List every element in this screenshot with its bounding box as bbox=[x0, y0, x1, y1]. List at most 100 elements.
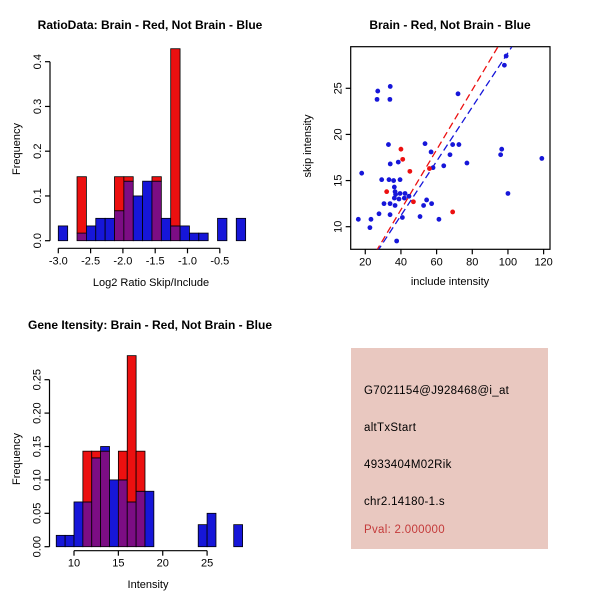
y-tick-label: 0.2 bbox=[32, 144, 44, 159]
y-tick-label: 0.05 bbox=[32, 503, 44, 524]
ratio-histogram-xlabel: Log2 Ratio Skip/Include bbox=[92, 277, 210, 289]
scatter-content bbox=[355, 46, 545, 250]
x-tick-label: 15 bbox=[112, 558, 124, 570]
histogram-bar-overlap bbox=[91, 457, 102, 548]
scatter-point-blue bbox=[394, 238, 400, 244]
gene-histogram-xlabel: Intensity bbox=[127, 579, 169, 591]
x-tick-label: 25 bbox=[201, 558, 213, 570]
histogram-bar-overlap bbox=[82, 501, 93, 548]
histogram-bar-blue bbox=[86, 225, 97, 242]
scatter-point-blue bbox=[498, 152, 504, 158]
scatter-point-red bbox=[407, 168, 413, 174]
histogram-bar-blue bbox=[144, 490, 155, 548]
scatter-point-blue bbox=[393, 192, 398, 197]
scatter-point-blue bbox=[401, 195, 407, 201]
scatter-point-blue bbox=[396, 196, 402, 202]
histogram-bar-blue bbox=[142, 180, 153, 242]
histogram-bar-red bbox=[91, 450, 102, 459]
y-tick-label: 25 bbox=[333, 82, 345, 94]
scatter-point-blue bbox=[391, 184, 397, 190]
scatter-point-blue bbox=[397, 177, 403, 183]
y-tick-label: 20 bbox=[333, 128, 345, 140]
histogram-bar-overlap bbox=[100, 450, 110, 548]
scatter-point-blue bbox=[499, 146, 505, 152]
histogram-bar-blue bbox=[206, 512, 217, 548]
histogram-bar-blue bbox=[64, 534, 75, 548]
histogram-bar-red bbox=[123, 176, 134, 182]
scatter-point-blue bbox=[367, 225, 373, 231]
regression-line-red bbox=[376, 46, 499, 250]
scatter-point-blue bbox=[417, 214, 423, 219]
y-tick-label: 0.20 bbox=[32, 402, 44, 423]
plot-box bbox=[350, 46, 551, 250]
gene-histogram-title: Gene Itensity: Brain - Red, Not Brain - … bbox=[27, 318, 273, 332]
scatter-point-blue bbox=[395, 159, 401, 165]
scatter-point-blue bbox=[387, 161, 393, 167]
histogram-bar-overlap bbox=[117, 479, 128, 548]
histogram-bar-blue bbox=[73, 501, 84, 548]
scatter-point-blue bbox=[402, 191, 408, 196]
histogram-bar-overlap bbox=[76, 232, 87, 242]
scatter-point-blue bbox=[505, 191, 511, 196]
scatter-point-blue bbox=[539, 156, 545, 161]
scatter-point-blue bbox=[397, 191, 403, 196]
scatter-point-red bbox=[384, 189, 390, 195]
x-tick-label: 20 bbox=[359, 256, 371, 268]
x-tick-label: 20 bbox=[157, 558, 169, 570]
histogram-bar-blue bbox=[57, 225, 69, 242]
x-tick-label: 120 bbox=[534, 256, 552, 268]
histogram-bar-overlap bbox=[135, 490, 146, 548]
scatter-point-red bbox=[411, 199, 416, 205]
scatter-point-blue bbox=[450, 142, 456, 147]
y-tick-label: 0.15 bbox=[32, 436, 44, 457]
scatter-point-blue bbox=[355, 216, 361, 222]
scatter-point-red bbox=[398, 146, 404, 152]
x-tick-label: 40 bbox=[395, 256, 407, 268]
regression-line-blue bbox=[377, 46, 513, 250]
scatter-point-blue bbox=[503, 53, 509, 59]
y-tick-label: 0.3 bbox=[32, 99, 44, 114]
histogram-bar-blue bbox=[100, 446, 110, 452]
histogram-bar-overlap bbox=[151, 180, 162, 242]
location-line: chr2.14180-1.s bbox=[364, 496, 445, 508]
histogram-bar-red bbox=[170, 48, 181, 227]
scatter-point-blue bbox=[375, 88, 381, 94]
histogram-bar-red bbox=[126, 355, 137, 503]
scatter-point-blue bbox=[387, 201, 393, 207]
scatter-title: Brain - Red, Not Brain - Blue bbox=[369, 18, 531, 32]
histogram-bar-red bbox=[151, 176, 162, 182]
histogram-bar-blue bbox=[104, 217, 115, 242]
scatter-point-blue bbox=[387, 96, 393, 102]
scatter-point-blue bbox=[359, 170, 365, 176]
pval-line: Pval: 2.000000 bbox=[364, 524, 445, 536]
histogram-bar-overlap bbox=[114, 210, 125, 242]
event-type-line: altTxStart bbox=[364, 422, 417, 434]
x-tick-label: -1.0 bbox=[178, 255, 197, 267]
ratio-histogram-title: RatioData: Brain - Red, Not Brain - Blue bbox=[37, 18, 263, 32]
histogram-bar-blue bbox=[179, 225, 190, 242]
scatter-point-blue bbox=[456, 142, 462, 147]
y-tick-label: 0.4 bbox=[32, 54, 44, 69]
scatter-point-blue bbox=[501, 62, 507, 68]
scatter-point-blue bbox=[464, 160, 470, 166]
histogram-bar-red bbox=[135, 450, 146, 492]
scatter-point-red bbox=[400, 156, 406, 162]
scatter-point-blue bbox=[391, 178, 397, 183]
scatter-point-blue bbox=[429, 201, 435, 207]
scatter-point-blue bbox=[386, 177, 392, 183]
histogram-bar-blue bbox=[198, 232, 209, 242]
histogram-bar-blue bbox=[160, 217, 172, 242]
histogram-bar-blue bbox=[55, 534, 66, 548]
histogram-bar-blue bbox=[217, 217, 228, 242]
histogram-bar-blue bbox=[109, 479, 119, 548]
scatter-point-blue bbox=[379, 177, 385, 183]
gene-symbol-line: 4933404M02Rik bbox=[364, 459, 452, 471]
y-tick-label: 10 bbox=[333, 221, 345, 233]
scatter-point-blue bbox=[392, 203, 398, 208]
scatter-point-blue bbox=[406, 193, 412, 199]
scatter-point-blue bbox=[376, 211, 382, 217]
histogram-bar-blue bbox=[197, 524, 208, 548]
scatter-point-blue bbox=[447, 152, 453, 158]
y-tick-label: 0.00 bbox=[32, 536, 44, 557]
